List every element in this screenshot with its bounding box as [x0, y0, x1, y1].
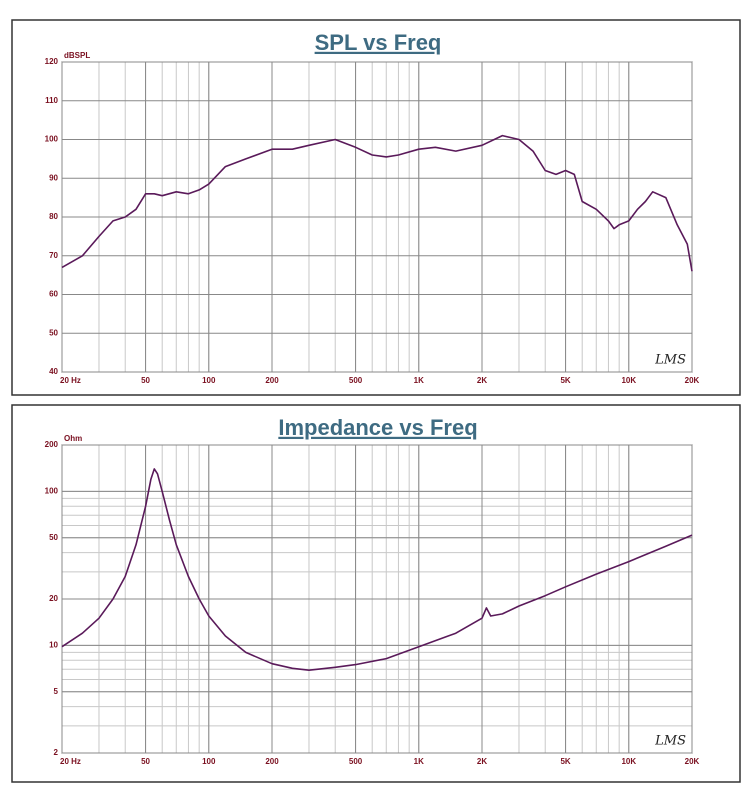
x-tick-label: 20 Hz: [60, 376, 81, 385]
y-tick-label: 70: [49, 251, 58, 260]
x-tick-label: 50: [141, 757, 150, 766]
x-tick-label: 500: [349, 376, 363, 385]
y-tick-label: 40: [49, 367, 58, 376]
x-tick-label: 200: [265, 757, 279, 766]
y-tick-label: 10: [49, 640, 58, 649]
y-tick-label: 20: [49, 594, 58, 603]
y-tick-label: 100: [45, 135, 59, 144]
x-tick-label: 20K: [685, 376, 700, 385]
x-tick-label: 2K: [477, 376, 487, 385]
x-tick-label: 100: [202, 757, 216, 766]
y-tick-label: 110: [45, 96, 58, 105]
x-tick-label: 200: [265, 376, 279, 385]
y-tick-label: 80: [49, 212, 58, 221]
y-tick-label: 120: [45, 57, 59, 66]
x-tick-label: 5K: [560, 376, 570, 385]
y-tick-label: 90: [49, 173, 58, 182]
y-tick-label: 60: [49, 290, 58, 299]
y-tick-label: 200: [45, 440, 59, 449]
chart-title: SPL vs Freq: [315, 30, 442, 55]
x-tick-label: 10K: [621, 376, 636, 385]
x-tick-label: 2K: [477, 757, 487, 766]
x-tick-label: 1K: [414, 376, 424, 385]
x-tick-label: 10K: [621, 757, 636, 766]
x-tick-label: 1K: [414, 757, 424, 766]
watermark: LMS: [654, 734, 686, 749]
x-tick-label: 5K: [560, 757, 570, 766]
x-tick-label: 500: [349, 757, 363, 766]
y-tick-label: 5: [54, 687, 59, 696]
y-tick-label: 50: [49, 328, 58, 337]
x-tick-label: 20K: [685, 757, 700, 766]
y-tick-label: 2: [54, 748, 59, 757]
y-axis-unit: Ohm: [64, 434, 82, 443]
y-axis-unit: dBSPL: [64, 51, 90, 60]
watermark: LMS: [654, 353, 686, 368]
x-tick-label: 100: [202, 376, 216, 385]
data-line: [61, 468, 693, 671]
data-line: [61, 134, 693, 272]
x-tick-label: 50: [141, 376, 150, 385]
y-tick-label: 100: [45, 486, 59, 495]
x-tick-label: 20 Hz: [60, 757, 81, 766]
y-tick-label: 50: [49, 533, 58, 542]
chart-title: Impedance vs Freq: [278, 415, 477, 440]
